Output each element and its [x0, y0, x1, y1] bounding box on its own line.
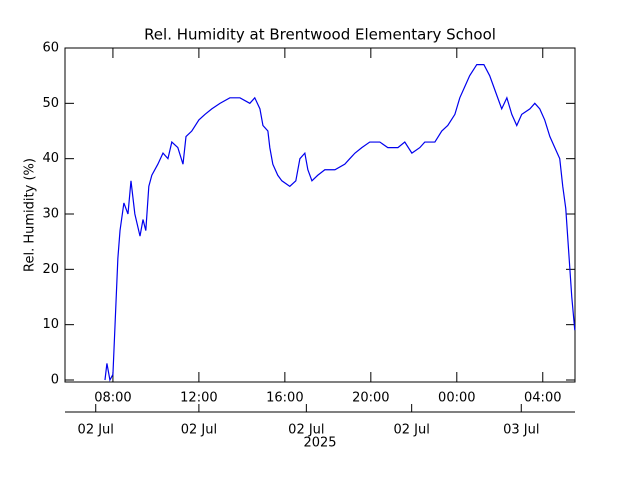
data-line [104, 63, 576, 382]
x-tick-label: 08:00 [94, 391, 131, 406]
x-tick-label: 00:00 [438, 391, 475, 406]
chart-title: Rel. Humidity at Brentwood Elementary Sc… [144, 26, 496, 44]
x-tick-label: 12:00 [180, 391, 217, 406]
date-tick-label: 02 Jul [78, 423, 114, 438]
y-tick-label: 60 [42, 41, 59, 56]
y-tick-label: 30 [42, 207, 59, 222]
y-tick-label: 10 [42, 317, 59, 332]
x-tick-label: 20:00 [352, 391, 389, 406]
date-tick-label: 02 Jul [288, 423, 324, 438]
y-tick-label: 50 [42, 96, 59, 111]
date-axis-label: 2025 [303, 436, 336, 451]
plot-frame [64, 47, 576, 383]
date-tick-label: 02 Jul [393, 423, 429, 438]
y-tick-label: 40 [42, 151, 59, 166]
date-tick-label: 03 Jul [503, 423, 539, 438]
y-axis-label: Rel. Humidity (%) [23, 158, 38, 272]
y-tick-label: 20 [42, 262, 59, 277]
x-tick-label: 16:00 [266, 391, 303, 406]
y-tick-label: 0 [51, 373, 59, 388]
date-tick-label: 02 Jul [181, 423, 217, 438]
x-tick-label: 04:00 [524, 391, 561, 406]
